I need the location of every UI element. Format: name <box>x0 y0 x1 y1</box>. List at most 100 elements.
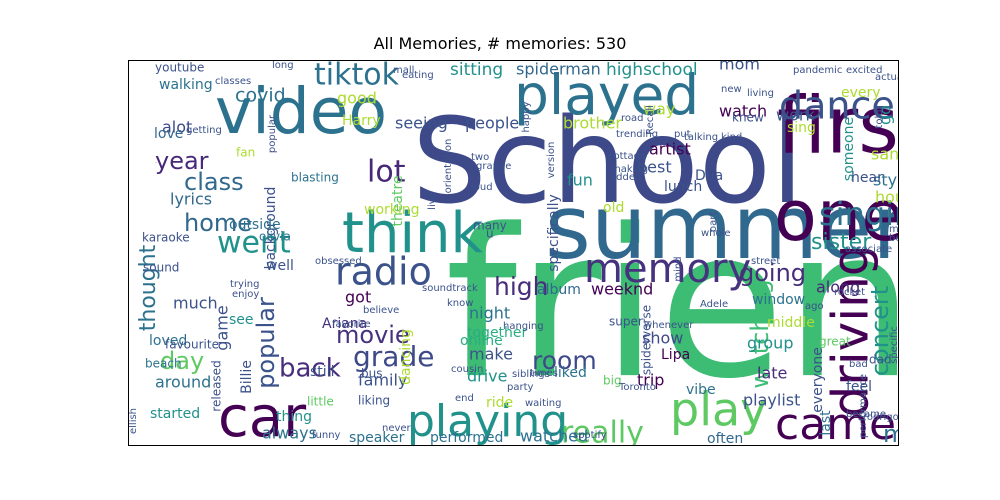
cloud-word: made <box>883 420 898 445</box>
cloud-word: ride <box>486 395 513 411</box>
cloud-word: concert <box>866 286 894 376</box>
cloud-word: School <box>412 92 804 230</box>
cloud-word: think <box>342 201 484 266</box>
cloud-word: spotify <box>573 430 607 441</box>
cloud-word: style <box>873 171 898 190</box>
cloud-word: best <box>637 158 672 177</box>
cloud-word: sister <box>811 230 872 255</box>
cloud-word: highschool <box>606 61 698 80</box>
cloud-word: artist <box>649 140 691 159</box>
cloud-word: much <box>173 294 218 313</box>
cloud-word: favorite <box>332 319 371 330</box>
cloud-word: youtube <box>155 61 204 75</box>
cloud-word: thing <box>276 409 312 425</box>
cloud-word: trying <box>230 279 259 290</box>
cloud-word: sound <box>143 261 179 275</box>
cloud-word: put <box>674 129 691 140</box>
cloud-word: live <box>427 192 438 210</box>
cloud-word: believe <box>363 305 399 316</box>
cloud-word: liked <box>554 365 587 381</box>
cloud-word: window <box>752 292 805 308</box>
cloud-word: whole <box>701 228 731 239</box>
cloud-word: make <box>469 345 513 364</box>
cloud-word: fan <box>236 146 255 160</box>
cloud-word: actually <box>875 72 898 83</box>
cloud-word: day <box>160 347 204 375</box>
cloud-word: often <box>707 431 743 445</box>
cloud-word: playlist <box>743 391 800 410</box>
cloud-word: online <box>460 333 503 349</box>
cloud-word: lunch <box>664 179 702 195</box>
cloud-word: rodrigo <box>863 412 898 423</box>
cloud-word: work <box>776 106 815 125</box>
cloud-word: olivia <box>259 230 291 244</box>
cloud-word: driving <box>822 244 880 417</box>
cloud-word: hanging <box>503 321 544 332</box>
cloud-word: speaker <box>349 430 405 445</box>
cloud-word: dad <box>869 353 892 367</box>
cloud-word: orientation <box>443 139 454 194</box>
cloud-word: spiderman <box>516 61 601 79</box>
cloud-word: beat <box>889 233 898 244</box>
cloud-word: mind <box>673 256 684 281</box>
cloud-word: many <box>473 219 507 233</box>
cloud-word: Lipa <box>661 347 690 363</box>
cloud-word: someone <box>841 117 857 181</box>
cloud-word: beach <box>145 357 182 371</box>
cloud-word: popular <box>267 114 278 153</box>
cloud-word: background <box>263 187 279 270</box>
cloud-word: rocket <box>834 287 865 298</box>
cloud-word: still <box>310 364 334 380</box>
cloud-word: end <box>455 393 474 404</box>
cloud-word: started <box>150 406 200 422</box>
cloud-word: high <box>494 272 549 301</box>
cloud-word: eating <box>402 70 434 81</box>
cloud-word: play <box>670 383 767 437</box>
cloud-word: bad <box>849 359 868 370</box>
cloud-word: funny <box>312 430 341 441</box>
cloud-word: video <box>215 75 387 148</box>
cloud-word: karaoke <box>142 231 190 245</box>
cloud-word: group <box>747 334 793 353</box>
cloud-word: ago <box>805 301 824 312</box>
cloud-word: radio <box>335 250 432 294</box>
cloud-word: performance <box>858 374 869 438</box>
cloud-word: car <box>218 385 307 445</box>
cloud-word: room <box>532 346 597 375</box>
cloud-word: told <box>874 109 885 128</box>
cloud-word: thought <box>136 244 161 331</box>
chart-title: All Memories, # memories: 530 <box>373 34 627 53</box>
cloud-word: love <box>154 126 183 142</box>
cloud-word: weeknd <box>591 280 653 299</box>
cloud-word: mall <box>393 65 414 76</box>
cloud-word: drive <box>467 367 508 386</box>
cloud-word: around <box>155 373 211 392</box>
cloud-word: middle <box>767 315 815 331</box>
cloud-word: together <box>467 325 528 341</box>
cloud-word: brother <box>563 114 622 133</box>
cloud-word: never <box>382 423 412 434</box>
cloud-word: sitting <box>450 61 503 80</box>
cloud-word: knew <box>732 111 764 125</box>
cloud-word: feel <box>846 379 872 395</box>
cloud-word: associate <box>845 244 892 255</box>
cloud-word: everyone <box>810 347 826 413</box>
cloud-word: became <box>846 409 886 420</box>
cloud-word: trending <box>616 129 658 140</box>
cloud-word: mom <box>719 61 760 74</box>
cloud-word: always <box>262 424 317 443</box>
cloud-word: Adele <box>700 299 728 310</box>
cloud-word: Ariana <box>322 316 367 332</box>
cloud-word: walking <box>159 77 213 93</box>
cloud-word: working <box>364 202 420 218</box>
cloud-word: road <box>621 113 644 124</box>
cloud-word: happy <box>521 101 532 132</box>
cloud-word: way <box>643 100 675 119</box>
cloud-word: go <box>876 105 895 125</box>
cloud-word: long <box>272 61 294 71</box>
cloud-word: new <box>721 84 742 95</box>
cloud-word: specifically <box>546 194 562 272</box>
cloud-word: talking <box>684 132 718 143</box>
cloud-word: outside <box>229 217 281 233</box>
cloud-word: memory <box>584 246 751 292</box>
